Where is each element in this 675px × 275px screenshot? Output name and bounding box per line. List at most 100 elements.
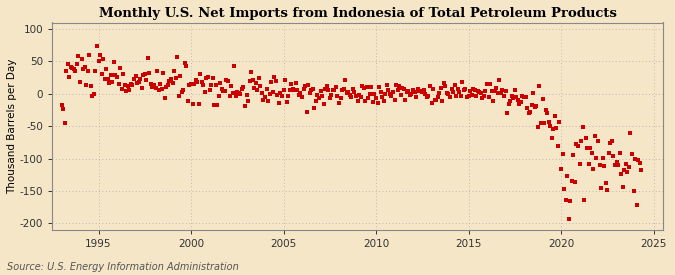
Point (109, 60, 119, 64)
Point (344, 93, 355, 97)
Point (374, 85, 385, 90)
Point (253, 76, 264, 81)
Point (241, 93, 252, 97)
Point (295, 91, 306, 95)
Point (264, 91, 275, 96)
Point (593, 139, 603, 144)
Point (244, 79, 255, 83)
Point (303, 82, 314, 87)
Point (99, 76, 110, 81)
Point (213, 94, 224, 98)
Point (312, 93, 323, 97)
Point (535, 121, 546, 125)
Point (130, 74, 141, 78)
Point (559, 187, 570, 191)
Point (446, 87, 457, 91)
Point (187, 102, 198, 106)
Point (539, 121, 549, 126)
Point (619, 168, 630, 172)
Point (597, 156, 608, 160)
Point (193, 101, 204, 106)
Point (624, 165, 634, 170)
Point (364, 92, 375, 96)
Point (506, 94, 517, 98)
Point (602, 188, 613, 192)
Point (432, 95, 443, 100)
Point (75, 80, 86, 84)
Point (211, 83, 221, 87)
Point (409, 90, 420, 95)
Point (368, 99, 379, 104)
Point (249, 86, 260, 90)
Point (348, 87, 358, 91)
Point (225, 83, 236, 88)
Point (82, 69, 93, 73)
Point (504, 101, 514, 106)
Point (497, 88, 508, 92)
Point (406, 92, 417, 96)
Point (400, 98, 410, 102)
Point (511, 95, 522, 100)
Point (474, 90, 485, 94)
Point (258, 98, 269, 103)
Point (209, 103, 219, 108)
Point (84, 53, 95, 57)
Point (218, 89, 229, 94)
Point (62, 62, 73, 67)
Point (483, 95, 494, 100)
Point (306, 88, 317, 92)
Point (338, 87, 349, 91)
Point (281, 99, 292, 104)
Point (625, 130, 636, 135)
Point (389, 98, 400, 103)
Point (531, 103, 542, 108)
Point (523, 111, 534, 116)
Point (591, 156, 602, 160)
Point (485, 81, 495, 86)
Point (454, 90, 464, 94)
Point (67, 66, 78, 71)
Point (528, 91, 539, 95)
Point (184, 83, 195, 87)
Point (163, 83, 173, 87)
Point (480, 89, 491, 93)
Point (620, 162, 631, 166)
Point (318, 102, 329, 106)
Point (59, 121, 70, 125)
Point (61, 69, 72, 73)
Point (181, 64, 192, 68)
Point (452, 87, 463, 91)
Point (360, 99, 371, 103)
Point (148, 83, 159, 87)
Point (437, 99, 448, 103)
Point (320, 87, 331, 92)
Point (546, 136, 557, 141)
Point (286, 82, 296, 87)
Point (289, 88, 300, 92)
Point (325, 96, 335, 100)
Point (570, 180, 580, 185)
Point (337, 88, 348, 93)
Point (121, 89, 132, 93)
Point (491, 86, 502, 90)
Point (369, 92, 380, 96)
Point (495, 91, 506, 96)
Point (261, 87, 272, 92)
Point (68, 67, 79, 71)
Point (90, 68, 101, 73)
Point (207, 76, 218, 80)
Point (622, 169, 632, 174)
Point (321, 84, 332, 88)
Point (489, 89, 500, 93)
Point (469, 87, 480, 92)
Point (196, 80, 207, 84)
Point (72, 62, 82, 67)
Point (169, 69, 180, 74)
Point (79, 65, 90, 69)
Point (458, 88, 469, 93)
Point (482, 82, 493, 86)
Point (70, 68, 81, 73)
Point (574, 161, 585, 166)
Point (596, 186, 607, 190)
Point (200, 90, 211, 95)
